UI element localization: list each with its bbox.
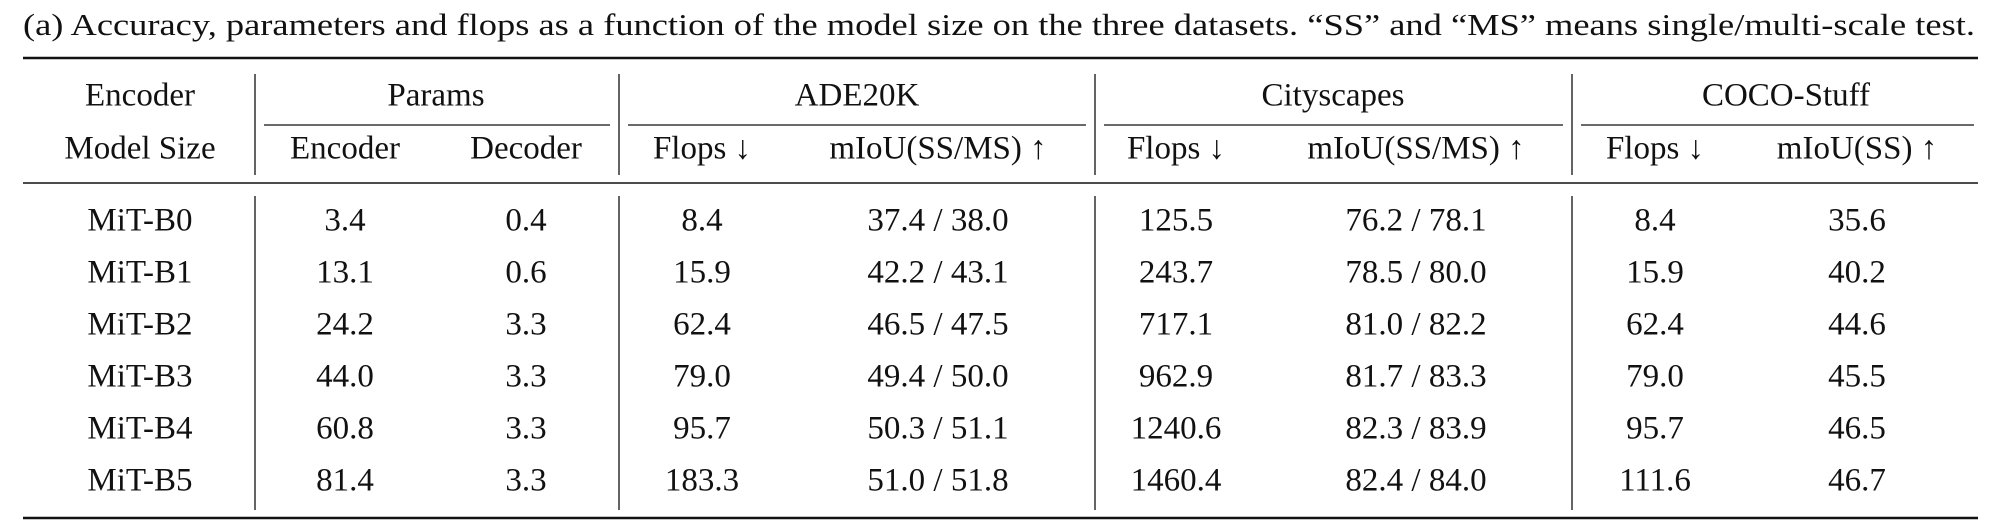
cell: 79.0 (1626, 359, 1684, 395)
cell: 243.7 (1139, 255, 1213, 291)
cell: 81.4 (316, 463, 374, 499)
cell: 15.9 (1626, 255, 1684, 291)
cell: 51.0 / 51.8 (867, 463, 1008, 499)
cell: 962.9 (1139, 359, 1213, 395)
cell: 0.6 (505, 255, 546, 291)
row-label: MiT-B4 (87, 411, 192, 447)
cell: 78.5 / 80.0 (1345, 255, 1486, 291)
cell: 42.2 / 43.1 (867, 255, 1008, 291)
cell: 49.4 / 50.0 (867, 359, 1008, 395)
cell: 3.3 (505, 411, 546, 447)
column-header: Encoder (290, 131, 400, 167)
cell: 46.5 (1828, 411, 1886, 447)
group-header: COCO-Stuff (1702, 78, 1870, 114)
cell: 82.4 / 84.0 (1345, 463, 1486, 499)
cell: 8.4 (1634, 203, 1675, 239)
cell: 46.7 (1828, 463, 1886, 499)
cell: 8.4 (681, 203, 722, 239)
column-header: Model Size (64, 131, 215, 167)
column-header: mIoU(SS/MS) ↑ (829, 131, 1046, 167)
caption: (a) Accuracy, parameters and flops as a … (23, 7, 1975, 42)
cell: 13.1 (316, 255, 374, 291)
cell: 44.6 (1828, 307, 1886, 343)
column-header: mIoU(SS) ↑ (1777, 131, 1937, 167)
cell: 0.4 (505, 203, 546, 239)
cell: 24.2 (316, 307, 374, 343)
cell: 95.7 (1626, 411, 1684, 447)
cell: 125.5 (1139, 203, 1213, 239)
cell: 37.4 / 38.0 (867, 203, 1008, 239)
cell: 717.1 (1139, 307, 1213, 343)
row-label: MiT-B3 (87, 359, 192, 395)
group-header: Cityscapes (1262, 78, 1405, 114)
cell: 111.6 (1619, 463, 1691, 499)
column-header: Flops ↓ (1127, 131, 1225, 167)
cell: 62.4 (673, 307, 731, 343)
cell: 45.5 (1828, 359, 1886, 395)
column-header: mIoU(SS/MS) ↑ (1307, 131, 1524, 167)
cell: 40.2 (1828, 255, 1886, 291)
row-label: MiT-B1 (87, 255, 192, 291)
cell: 95.7 (673, 411, 731, 447)
cell: 50.3 / 51.1 (867, 411, 1008, 447)
cell: 1240.6 (1131, 411, 1222, 447)
group-header: ADE20K (795, 78, 920, 114)
cell: 35.6 (1828, 203, 1886, 239)
cell: 81.7 / 83.3 (1345, 359, 1486, 395)
row-label: MiT-B2 (87, 307, 192, 343)
group-header: Params (387, 78, 484, 114)
cell: 46.5 / 47.5 (867, 307, 1008, 343)
cell: 3.3 (505, 463, 546, 499)
cell: 60.8 (316, 411, 374, 447)
column-header: Flops ↓ (653, 131, 751, 167)
column-header: Flops ↓ (1606, 131, 1704, 167)
group-header: Encoder (85, 78, 195, 114)
cell: 15.9 (673, 255, 731, 291)
cell: 76.2 / 78.1 (1345, 203, 1486, 239)
row-label: MiT-B5 (87, 463, 192, 499)
cell: 44.0 (316, 359, 374, 395)
cell: 1460.4 (1131, 463, 1222, 499)
cell: 79.0 (673, 359, 731, 395)
cell: 3.4 (324, 203, 365, 239)
cell: 3.3 (505, 307, 546, 343)
cell: 81.0 / 82.2 (1345, 307, 1486, 343)
cell: 183.3 (665, 463, 739, 499)
cell: 62.4 (1626, 307, 1684, 343)
column-header: Decoder (470, 131, 582, 167)
row-label: MiT-B0 (87, 203, 192, 239)
cell: 3.3 (505, 359, 546, 395)
cell: 82.3 / 83.9 (1345, 411, 1486, 447)
